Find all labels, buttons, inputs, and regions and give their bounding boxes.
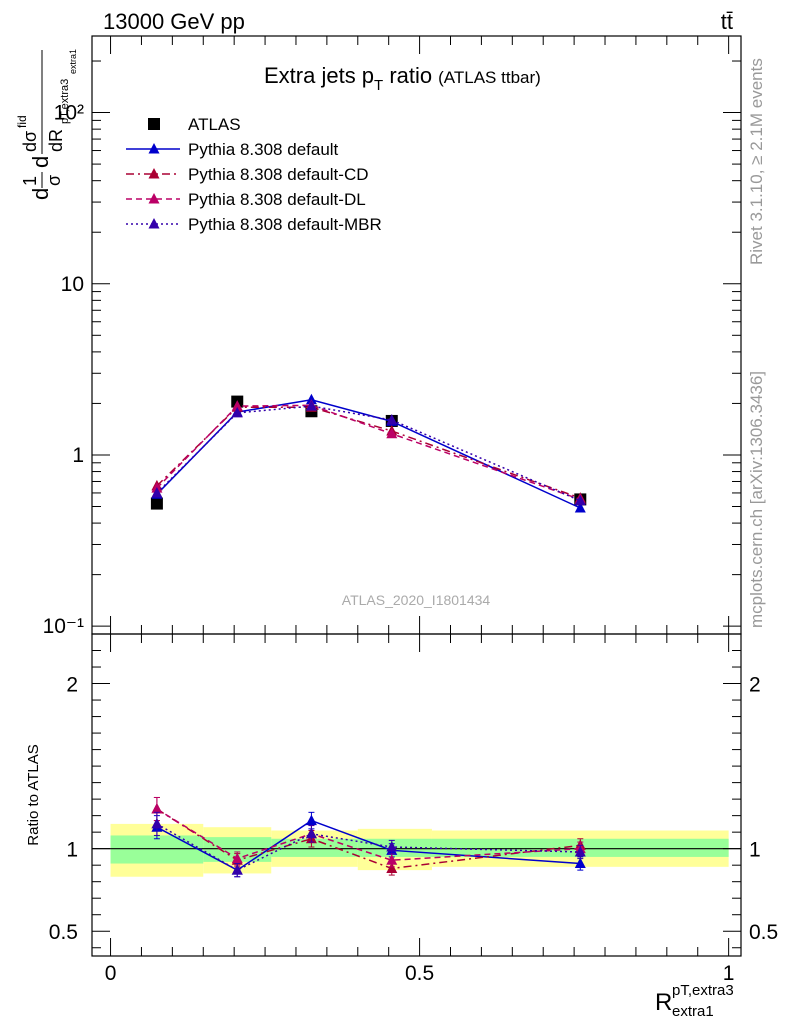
svg-text:dR: dR	[46, 129, 66, 152]
legend: ATLAS Pythia 8.308 default Pythia 8.308 de…	[126, 115, 382, 234]
analysis-id-label: ATLAS_2020_I1801434	[342, 592, 491, 608]
legend-entry-1: Pythia 8.308 default	[126, 140, 339, 159]
main-series-1	[151, 393, 586, 513]
legend-marker	[148, 193, 160, 204]
legend-label: ATLAS	[188, 115, 241, 134]
chart-title: Extra jets pT ratio (ATLAS ttbar)	[264, 63, 541, 94]
series-marker	[305, 400, 317, 411]
x-tick-label: 0.5	[405, 962, 434, 985]
series-line	[156, 406, 581, 499]
ratio-y-tick-label: 1	[66, 839, 78, 862]
legend-entry-2: Pythia 8.308 default-CD	[126, 165, 369, 184]
ratio-series-marker	[574, 857, 586, 869]
ratio-series-marker	[151, 803, 163, 814]
series-marker	[231, 406, 243, 418]
legend-marker	[148, 218, 160, 229]
legend-entry-0: ATLAS	[148, 115, 241, 134]
ratio-frame	[91, 633, 742, 957]
x-axis-label-sub: extra1	[672, 1003, 714, 1020]
legend-label: Pythia 8.308 default-DL	[188, 190, 366, 209]
main-panel: 10⁻¹ 1 10 10²	[43, 35, 742, 638]
ratio-series-3	[151, 811, 586, 878]
main-y-tick-label: 1	[72, 444, 84, 467]
legend-marker	[148, 118, 160, 130]
series-marker	[386, 414, 398, 425]
legend-marker	[148, 143, 160, 154]
svg-text:pT,extra3: pT,extra3	[59, 79, 71, 124]
legend-marker	[148, 168, 160, 179]
main-series-4	[151, 400, 586, 506]
ratio-band-inner	[110, 835, 204, 864]
x-tick-label: 1	[723, 962, 735, 985]
mcplots-label: mcplots.cern.ch [arXiv:1306.3436]	[747, 371, 766, 628]
svg-text:1: 1	[20, 176, 40, 186]
legend-entry-4: Pythia 8.308 default-MBR	[126, 215, 382, 234]
ratio-series-marker	[386, 841, 398, 852]
main-y-tick-label: 10	[61, 273, 84, 296]
rivet-version-label: Rivet 3.1.10, ≥ 2.1M events	[747, 58, 766, 265]
ratio-panel: 0.5 0.5 1 1 2 2 0 0.5 1	[49, 633, 778, 985]
main-y-tick-label: 10⁻¹	[43, 615, 84, 638]
ratio-series-marker	[386, 854, 398, 865]
header-energy-label: 13000 GeV pp	[103, 9, 245, 34]
x-axis-label: R	[655, 989, 672, 1016]
series-marker	[386, 427, 398, 439]
main-y-tick-label: 10²	[54, 102, 84, 125]
ratio-series-marker	[574, 845, 586, 857]
legend-entry-3: Pythia 8.308 default-DL	[126, 190, 366, 209]
atlas-data-point	[150, 497, 163, 510]
main-series-layer	[150, 393, 587, 513]
svg-text:d: d	[28, 156, 53, 168]
main-y-axis-label: d 1 σ d dσ fid dR pT,extra3 extra1	[15, 49, 78, 200]
ratio-y-axis-label: Ratio to ATLAS	[25, 744, 42, 845]
x-tick-label: 0	[105, 962, 117, 985]
svg-text:fid: fid	[15, 115, 29, 128]
ratio-y-tick-label-right: 2	[749, 674, 761, 697]
svg-text:σ: σ	[44, 175, 64, 186]
ratio-band-inner	[271, 838, 358, 857]
ratio-series-marker	[386, 862, 398, 873]
ratio-axis-ticks: 0.5 0.5 1 1 2 2 0 0.5 1	[49, 634, 778, 985]
ratio-series-marker	[305, 827, 317, 839]
legend-label: Pythia 8.308 default	[188, 140, 339, 159]
legend-label: Pythia 8.308 default-MBR	[188, 215, 382, 234]
legend-label: Pythia 8.308 default-CD	[188, 165, 369, 184]
series-marker	[151, 486, 163, 498]
ratio-series-marker	[231, 864, 243, 875]
svg-text:d: d	[28, 188, 53, 200]
series-marker	[231, 400, 243, 411]
ratio-uncertainty-bands	[92, 823, 741, 877]
ratio-series-marker	[151, 817, 163, 829]
series-line	[156, 405, 581, 502]
series-marker	[305, 393, 317, 405]
series-marker	[574, 502, 586, 513]
svg-text:extra1: extra1	[68, 49, 78, 74]
ratio-series-marker	[231, 852, 243, 864]
ratio-y-tick-label-right: 1	[749, 839, 761, 862]
ratio-series-layer	[151, 796, 586, 878]
x-axis-label-sup: pT,extra3	[672, 982, 734, 999]
ratio-y-tick-label: 2	[66, 674, 78, 697]
header-process-label: tt̄	[721, 9, 733, 34]
ratio-y-tick-label: 0.5	[49, 921, 78, 944]
main-series-0	[150, 395, 587, 510]
ratio-y-tick-label-right: 0.5	[749, 921, 778, 944]
series-marker	[574, 494, 586, 506]
svg-text:dσ: dσ	[20, 131, 40, 152]
ratio-series-marker	[305, 814, 317, 826]
series-line	[156, 404, 581, 501]
main-axis-ticks: 10⁻¹ 1 10 10²	[43, 36, 741, 638]
